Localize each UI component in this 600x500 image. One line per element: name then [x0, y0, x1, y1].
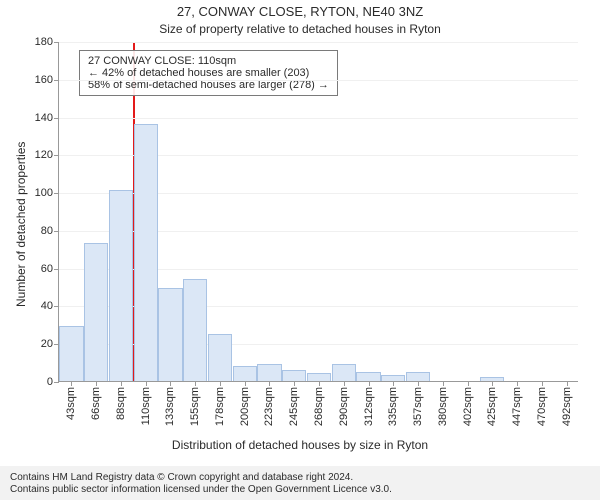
bar — [84, 243, 108, 381]
bar — [158, 288, 182, 381]
attribution-line: Contains public sector information licen… — [10, 484, 590, 496]
x-tick-label: 312sqm — [363, 381, 375, 426]
x-tick-label: 88sqm — [115, 381, 127, 420]
attribution-line: Contains HM Land Registry data © Crown c… — [10, 472, 590, 484]
x-tick-label: 223sqm — [263, 381, 275, 426]
grid-line — [59, 80, 578, 81]
x-tick-label: 335sqm — [387, 381, 399, 426]
x-tick-label: 110sqm — [140, 381, 152, 425]
bar — [282, 370, 306, 381]
bar — [332, 364, 356, 381]
x-tick-label: 425sqm — [486, 381, 498, 426]
x-tick-label: 470sqm — [536, 381, 548, 426]
y-tick-mark — [54, 155, 59, 156]
bar — [208, 334, 232, 381]
x-axis-label: Distribution of detached houses by size … — [0, 438, 600, 452]
info-box-line: 58% of semi-detached houses are larger (… — [88, 79, 329, 91]
grid-line — [59, 118, 578, 119]
x-tick-label: 492sqm — [561, 381, 573, 426]
x-tick-label: 178sqm — [214, 381, 226, 426]
plot-area: 27 CONWAY CLOSE: 110sqm← 42% of detached… — [58, 42, 578, 382]
x-tick-label: 268sqm — [313, 381, 325, 426]
bar — [356, 372, 380, 381]
chart-title: 27, CONWAY CLOSE, RYTON, NE40 3NZ — [0, 4, 600, 19]
y-tick-mark — [54, 269, 59, 270]
chart-subtitle: Size of property relative to detached ho… — [0, 22, 600, 36]
bar — [257, 364, 281, 381]
y-tick-mark — [54, 306, 59, 307]
bar — [406, 372, 430, 381]
y-tick-mark — [54, 231, 59, 232]
info-box-line: ← 42% of detached houses are smaller (20… — [88, 67, 329, 79]
bar — [183, 279, 207, 381]
bar — [307, 373, 331, 381]
x-tick-label: 357sqm — [412, 381, 424, 426]
bar — [233, 366, 257, 381]
x-tick-label: 133sqm — [164, 381, 176, 426]
grid-line — [59, 42, 578, 43]
x-tick-label: 380sqm — [437, 381, 449, 426]
info-box: 27 CONWAY CLOSE: 110sqm← 42% of detached… — [79, 50, 338, 96]
x-tick-label: 43sqm — [65, 381, 77, 420]
bar — [134, 124, 158, 381]
y-tick-mark — [54, 193, 59, 194]
bar — [109, 190, 133, 381]
y-tick-mark — [54, 118, 59, 119]
x-tick-label: 66sqm — [90, 381, 102, 420]
info-box-line: 27 CONWAY CLOSE: 110sqm — [88, 55, 329, 67]
y-tick-mark — [54, 382, 59, 383]
x-tick-label: 155sqm — [189, 381, 201, 426]
x-tick-label: 245sqm — [288, 381, 300, 426]
x-tick-label: 447sqm — [511, 381, 523, 426]
y-tick-mark — [54, 42, 59, 43]
y-tick-mark — [54, 80, 59, 81]
x-tick-label: 402sqm — [462, 381, 474, 426]
attribution: Contains HM Land Registry data © Crown c… — [0, 466, 600, 500]
y-axis-label: Number of detached properties — [14, 142, 28, 307]
chart-container: 27, CONWAY CLOSE, RYTON, NE40 3NZ Size o… — [0, 0, 600, 500]
x-tick-label: 200sqm — [239, 381, 251, 426]
bar — [59, 326, 83, 381]
x-tick-label: 290sqm — [338, 381, 350, 426]
